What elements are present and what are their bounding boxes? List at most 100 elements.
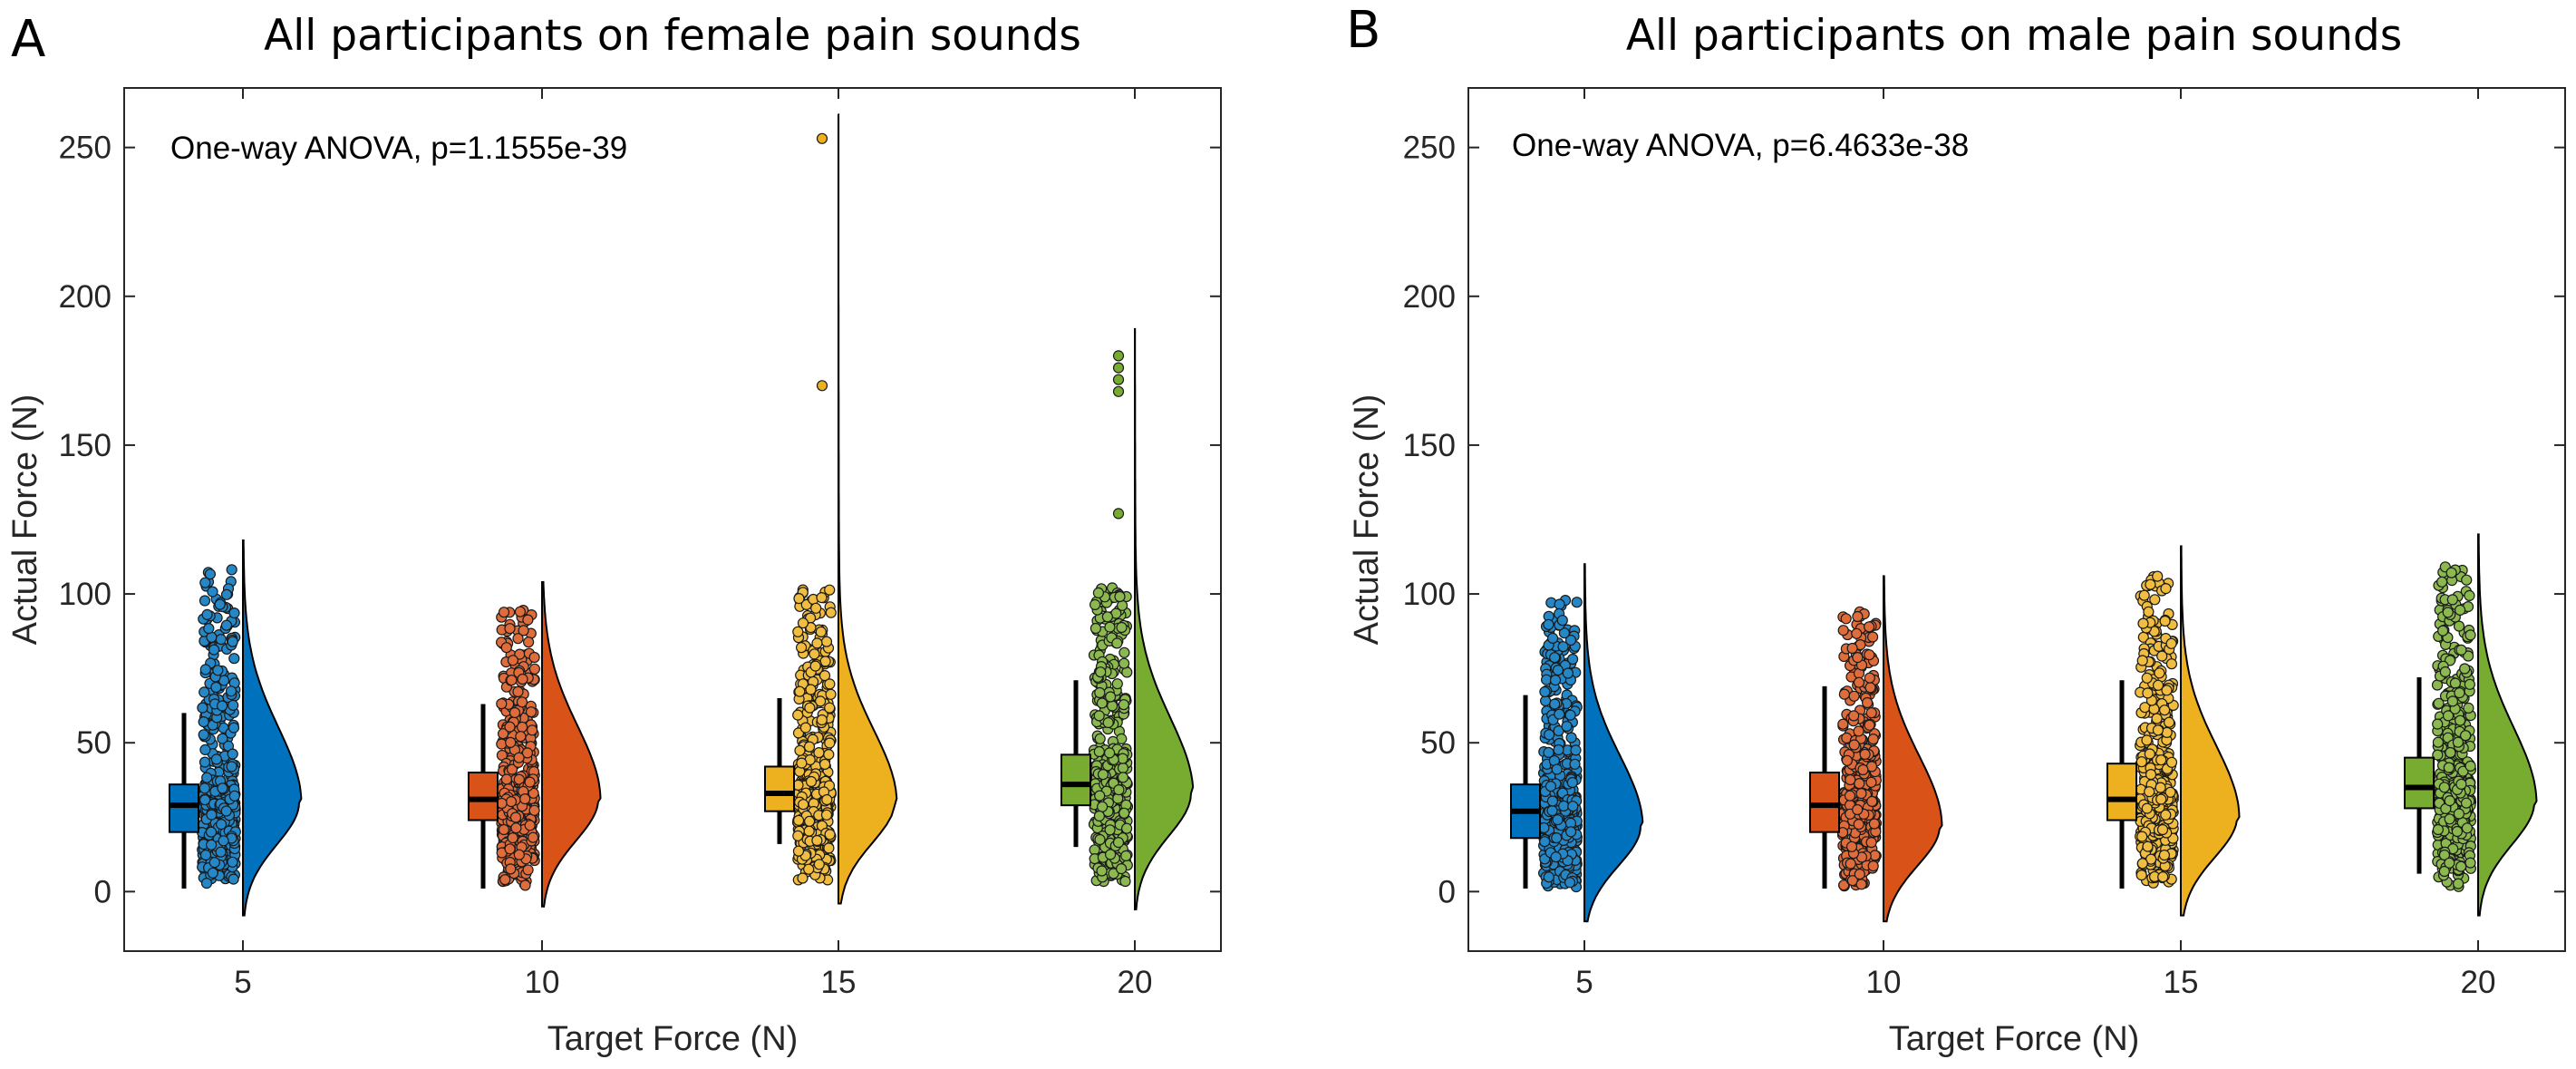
data-point — [210, 753, 222, 765]
data-point — [2445, 567, 2457, 578]
data-point — [2152, 570, 2164, 582]
data-point — [1111, 637, 1123, 649]
y-tick-label: 250 — [59, 131, 111, 166]
data-point — [2151, 713, 2163, 724]
data-point — [2154, 667, 2165, 679]
data-point — [1103, 747, 1116, 759]
data-point — [2165, 637, 2177, 649]
data-point — [200, 877, 213, 889]
data-point — [1104, 691, 1117, 703]
data-point — [1093, 710, 1105, 722]
data-point — [2141, 734, 2153, 746]
outlier-point — [1112, 350, 1125, 362]
x-tick-label: 10 — [525, 965, 560, 1000]
data-point — [1558, 800, 1570, 812]
data-point — [2446, 695, 2458, 707]
data-point — [199, 686, 210, 698]
data-point — [1846, 642, 1858, 655]
data-point — [813, 859, 825, 870]
data-point — [2460, 797, 2473, 809]
data-point — [2455, 604, 2466, 617]
data-point — [2442, 607, 2454, 618]
data-point — [1549, 674, 1562, 686]
data-point — [518, 625, 529, 637]
data-point — [499, 874, 511, 886]
data-point — [803, 863, 815, 875]
data-point — [1564, 877, 1576, 889]
data-point — [794, 685, 806, 697]
data-point — [1089, 598, 1101, 611]
data-point — [823, 748, 835, 761]
y-tick-label: 150 — [59, 428, 111, 463]
data-point — [1570, 744, 1582, 756]
data-point — [2452, 736, 2464, 748]
data-point — [506, 675, 518, 686]
data-point — [519, 792, 531, 805]
data-point — [1545, 781, 1557, 792]
data-point — [797, 872, 809, 884]
data-point — [215, 846, 227, 858]
data-point — [201, 608, 213, 621]
x-axis-label: Target Force (N) — [547, 1020, 799, 1058]
data-point — [1104, 849, 1117, 860]
data-point — [2455, 714, 2466, 726]
data-point — [1089, 622, 1102, 635]
data-point — [1852, 651, 1864, 664]
data-point — [2135, 756, 2147, 768]
data-point — [522, 637, 535, 648]
data-point — [2451, 825, 2463, 838]
data-point — [509, 811, 522, 823]
data-point — [528, 651, 540, 664]
data-point — [2156, 650, 2168, 662]
data-point — [226, 761, 237, 773]
data-point — [1546, 795, 1559, 807]
y-axis-label: Actual Force (N) — [1348, 394, 1386, 646]
data-point — [500, 773, 513, 785]
outlier-point — [816, 380, 828, 392]
x-axis-label: Target Force (N) — [1889, 1020, 2140, 1058]
data-point — [792, 814, 805, 827]
data-point — [820, 636, 833, 647]
data-point — [1116, 621, 1128, 634]
data-point — [228, 699, 239, 712]
data-point — [225, 685, 237, 697]
data-point — [1546, 632, 1559, 645]
data-point — [1867, 860, 1879, 872]
data-point — [2141, 672, 2153, 684]
data-point — [220, 588, 233, 600]
data-point — [199, 595, 211, 607]
data-point — [803, 741, 816, 753]
data-point — [2141, 802, 2153, 814]
data-point — [1092, 587, 1105, 599]
data-point — [1551, 763, 1563, 775]
data-point — [810, 602, 822, 614]
data-point — [524, 776, 536, 788]
data-point — [510, 822, 522, 834]
data-point — [1845, 858, 1856, 870]
y-tick-label: 200 — [59, 279, 111, 315]
data-point — [824, 702, 836, 714]
iqr-box — [468, 772, 499, 821]
data-point — [1569, 758, 1581, 770]
data-point — [217, 733, 228, 744]
data-point — [1111, 678, 1123, 690]
data-point — [207, 586, 218, 598]
data-point — [504, 843, 516, 855]
data-point — [1553, 743, 1564, 756]
data-point — [1094, 733, 1106, 744]
y-tick-label: 100 — [1403, 577, 1456, 612]
data-point — [1859, 748, 1871, 761]
data-point — [1864, 621, 1875, 633]
data-point — [797, 617, 809, 629]
data-point — [824, 678, 836, 690]
data-point — [1117, 772, 1129, 783]
data-point — [199, 664, 211, 675]
data-point — [2444, 813, 2455, 825]
outlier-point — [1112, 362, 1125, 374]
data-point — [227, 748, 238, 760]
data-point — [2465, 857, 2476, 869]
data-point — [514, 606, 527, 617]
data-point — [1565, 732, 1577, 743]
x-tick-label: 10 — [1866, 965, 1902, 1000]
panel-b: B All participants on male pain sounds 0… — [1346, 1, 2566, 1058]
